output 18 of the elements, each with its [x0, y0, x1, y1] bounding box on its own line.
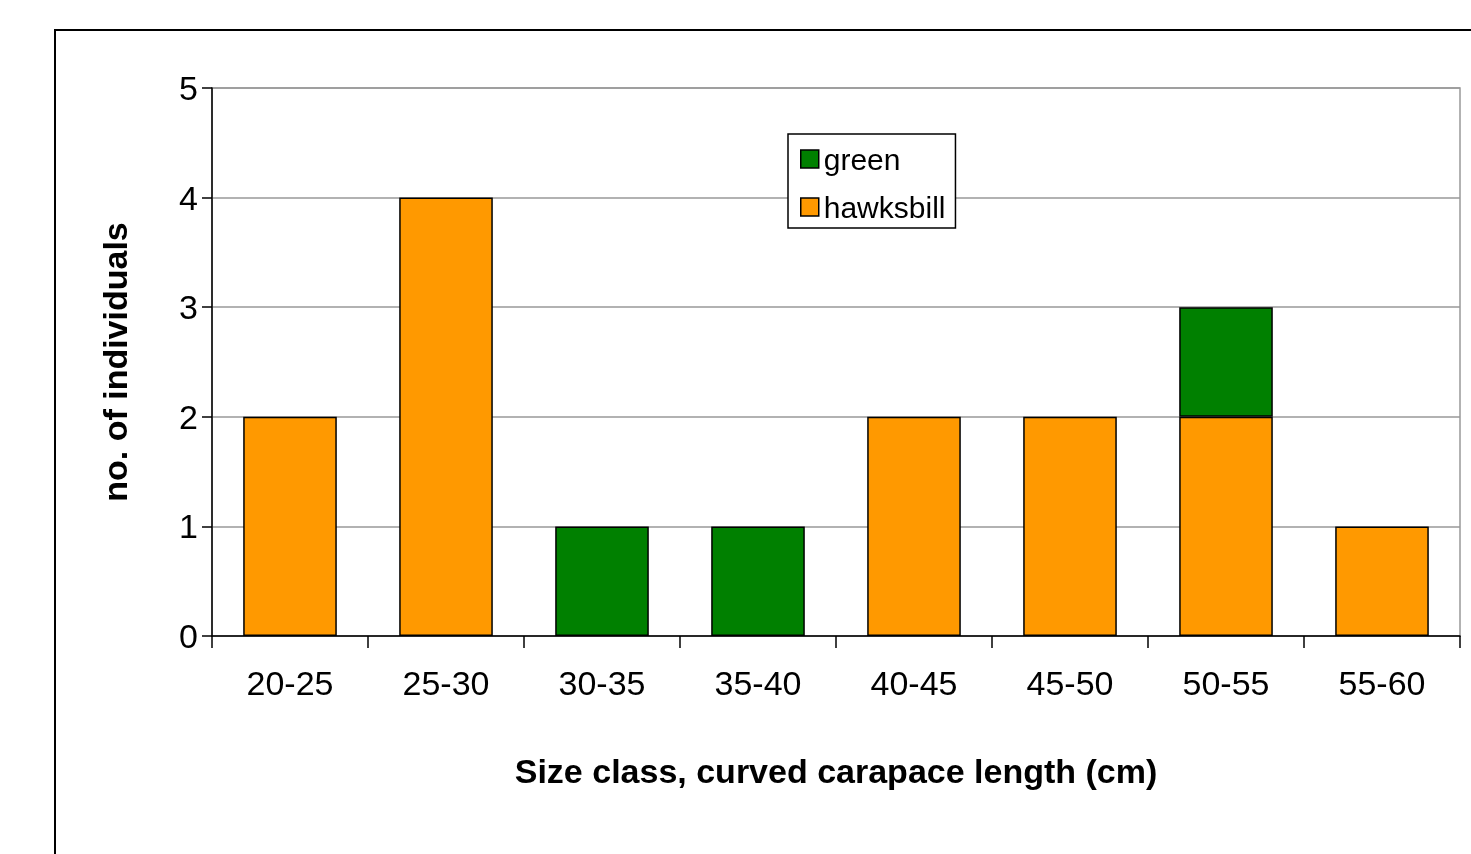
- x-tick-label: 25-30: [402, 664, 490, 702]
- x-tick-label: 35-40: [714, 664, 802, 702]
- x-tick-label: 45-50: [1026, 664, 1114, 702]
- y-tick-label: 1: [179, 507, 198, 546]
- y-tick-label: 4: [179, 178, 198, 217]
- x-tick-label: 50-55: [1182, 664, 1270, 702]
- y-tick-label: 0: [179, 617, 198, 655]
- x-axis-title: Size class, curved carapace length (cm): [514, 752, 1158, 790]
- x-tick-label: 55-60: [1338, 664, 1426, 702]
- x-tick-label: 30-35: [558, 664, 646, 702]
- y-tick-label: 2: [179, 397, 198, 436]
- x-tick-label: 20-25: [246, 664, 334, 702]
- x-tick-label: 40-45: [870, 664, 958, 702]
- y-axis-title: no. of individuals: [96, 222, 134, 502]
- y-tick-label: 5: [179, 69, 198, 107]
- legend-label: hawksbill: [823, 190, 946, 224]
- y-tick-label: 3: [179, 288, 198, 327]
- legend-label: green: [823, 142, 901, 176]
